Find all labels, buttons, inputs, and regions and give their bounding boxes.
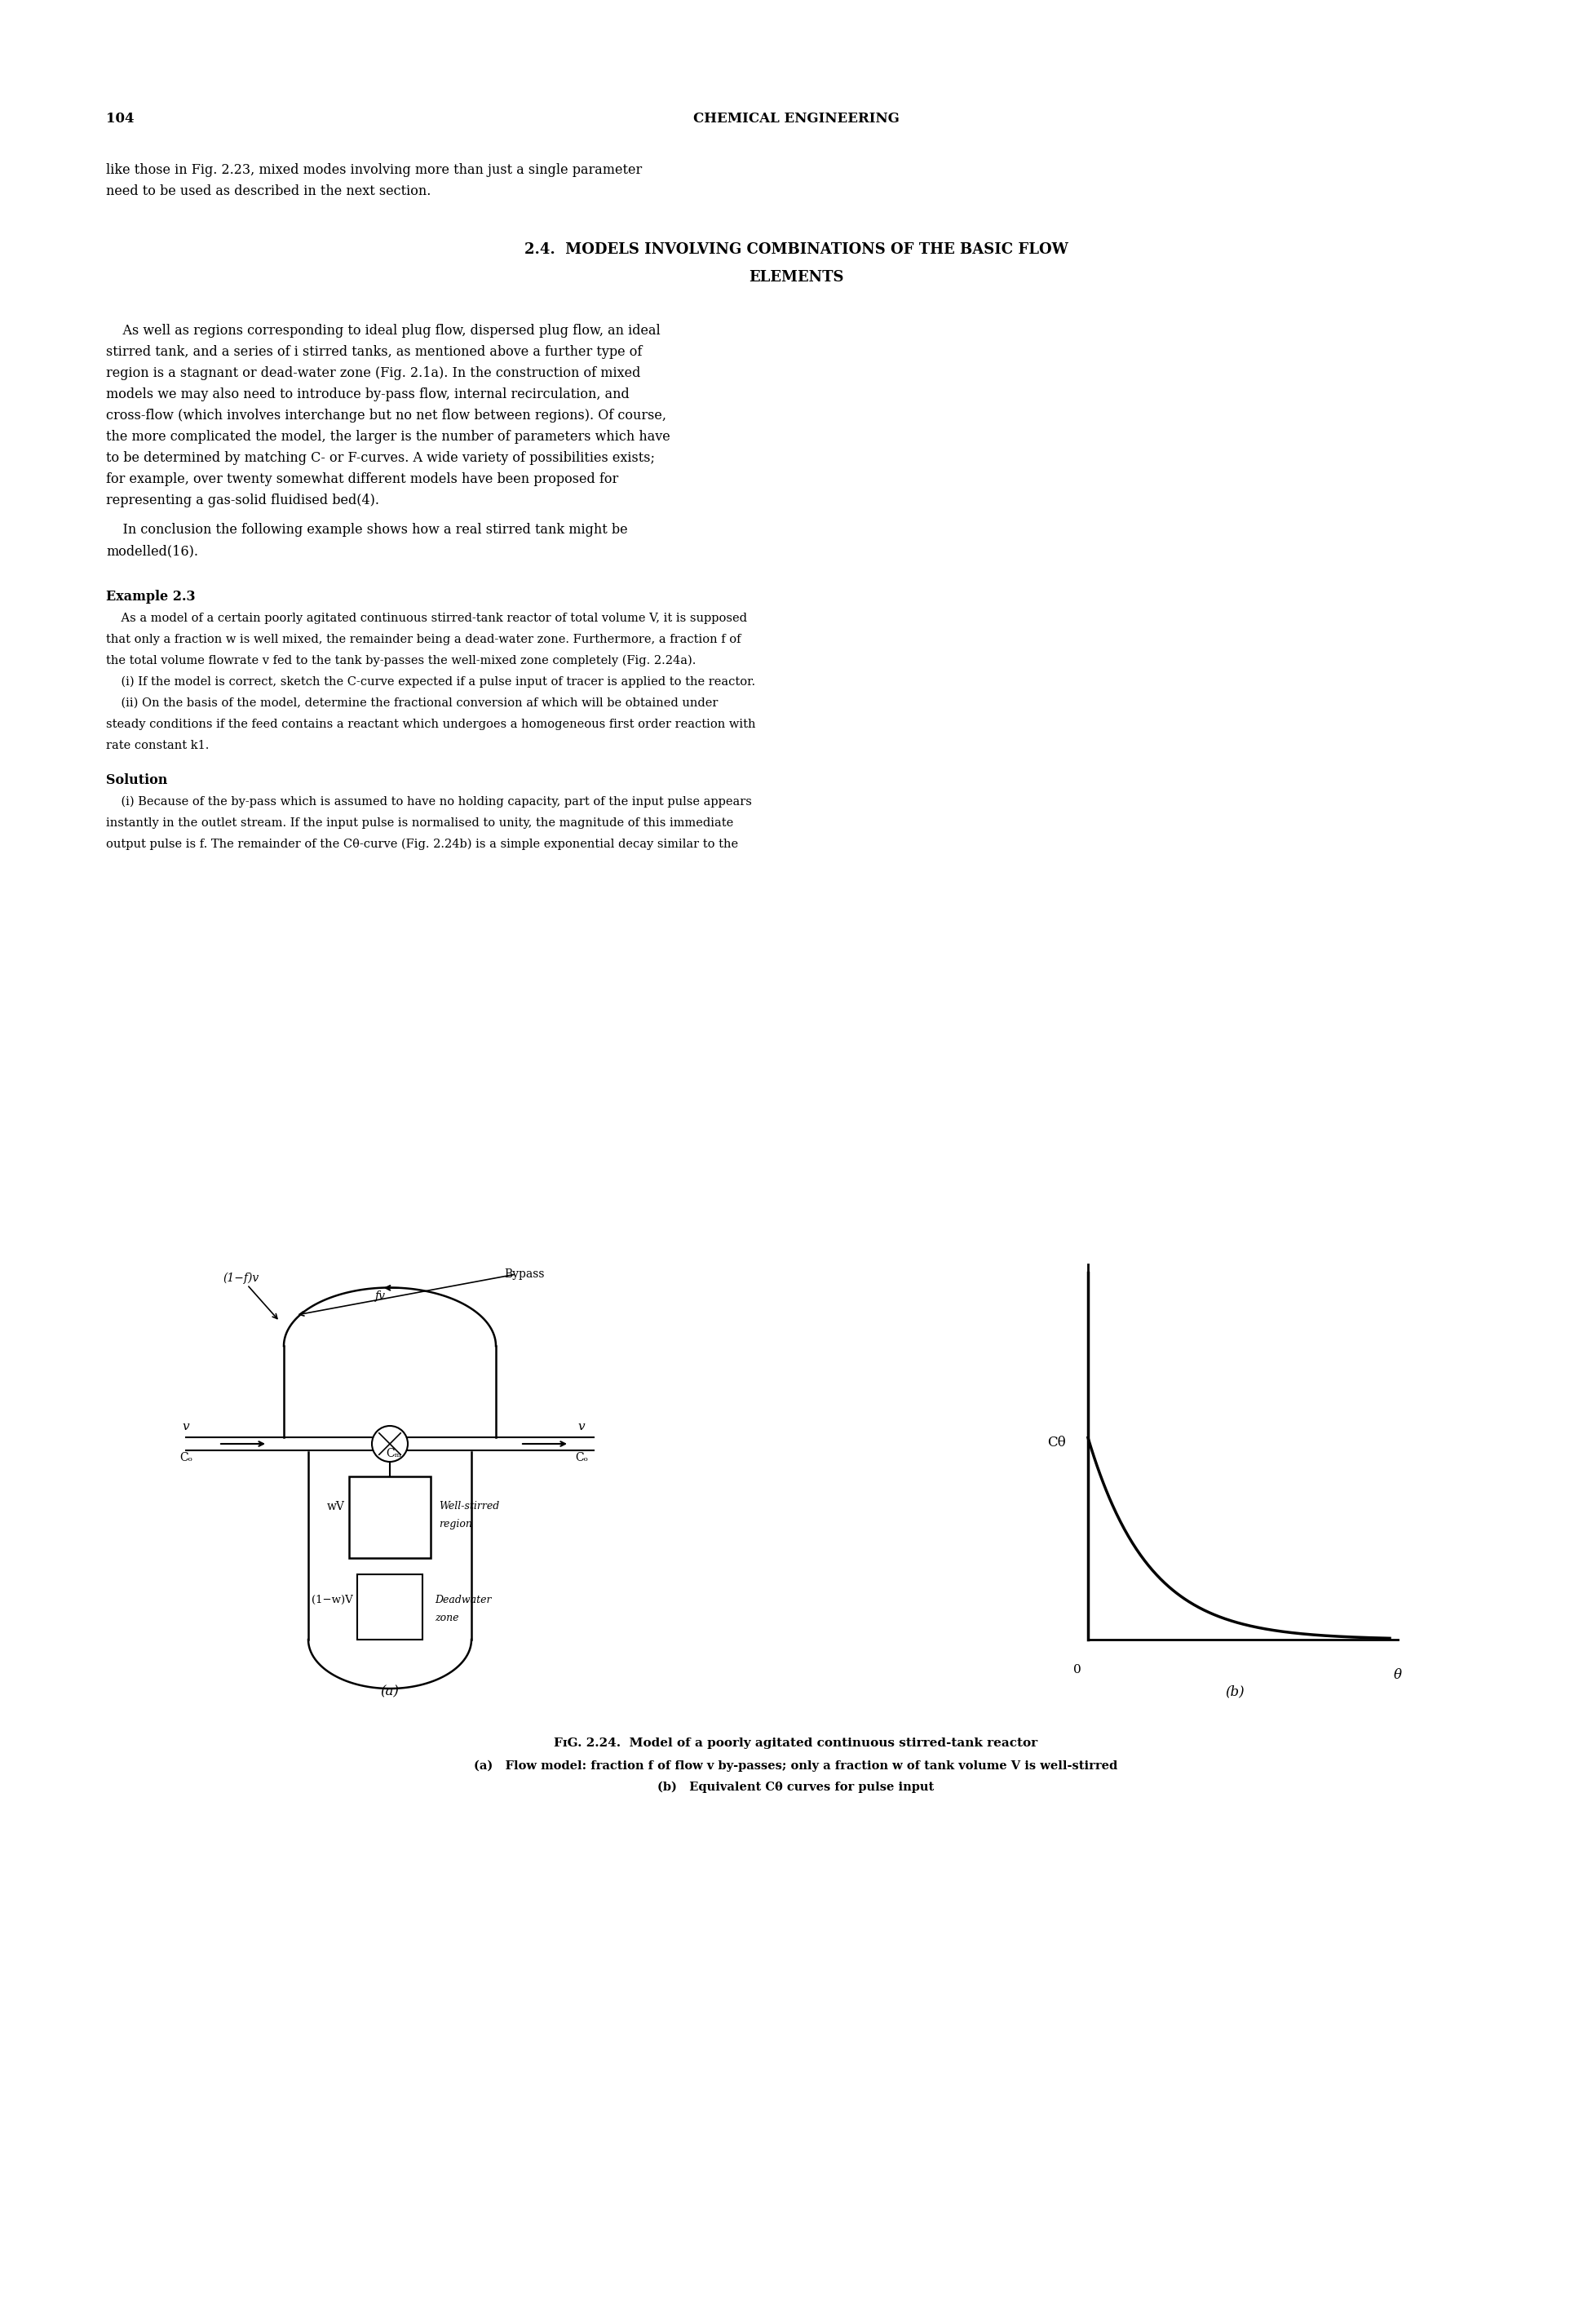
Text: like those in Fig. 2.23, mixed modes involving more than just a single parameter: like those in Fig. 2.23, mixed modes inv… — [107, 163, 642, 177]
Text: stirred tank, and a series of i stirred tanks, as mentioned above a further type: stirred tank, and a series of i stirred … — [107, 344, 642, 358]
Text: Well-stirred: Well-stirred — [439, 1501, 500, 1511]
Text: (i) If the model is correct, sketch the C-curve expected if a pulse input of tra: (i) If the model is correct, sketch the … — [107, 676, 755, 688]
Text: Example 2.3: Example 2.3 — [107, 590, 196, 604]
Text: FɪG. 2.24.  Model of a poorly agitated continuous stirred-tank reactor: FɪG. 2.24. Model of a poorly agitated co… — [554, 1738, 1038, 1750]
Text: Cₘ: Cₘ — [387, 1448, 401, 1459]
Text: rate constant k1.: rate constant k1. — [107, 739, 209, 751]
Text: steady conditions if the feed contains a reactant which undergoes a homogeneous : steady conditions if the feed contains a… — [107, 718, 756, 730]
Circle shape — [373, 1427, 408, 1462]
Text: region is a stagnant or dead-water zone (Fig. 2.1a). In the construction of mixe: region is a stagnant or dead-water zone … — [107, 367, 640, 381]
Text: (1−w)V: (1−w)V — [312, 1594, 353, 1606]
Text: (ii) On the basis of the model, determine the fractional conversion af which wil: (ii) On the basis of the model, determin… — [107, 697, 718, 709]
Text: models we may also need to introduce by-pass flow, internal recirculation, and: models we may also need to introduce by-… — [107, 388, 629, 402]
Text: to be determined by matching C- or F-curves. A wide variety of possibilities exi: to be determined by matching C- or F-cur… — [107, 451, 654, 465]
Text: Cₒ: Cₒ — [180, 1452, 193, 1464]
Text: Deadwater: Deadwater — [435, 1594, 492, 1606]
Text: modelled(16).: modelled(16). — [107, 544, 197, 558]
Text: region: region — [439, 1520, 473, 1529]
Text: CHEMICAL ENGINEERING: CHEMICAL ENGINEERING — [693, 112, 899, 125]
Text: (a)   Flow model: fraction f of flow v by-passes; only a fraction w of tank volu: (a) Flow model: fraction f of flow v by-… — [474, 1759, 1118, 1773]
Text: (1−f)v: (1−f)v — [223, 1274, 259, 1285]
Bar — [349, 1476, 430, 1557]
Text: Bypass: Bypass — [505, 1269, 544, 1281]
Text: (i) Because of the by-pass which is assumed to have no holding capacity, part of: (i) Because of the by-pass which is assu… — [107, 797, 751, 809]
Text: fv: fv — [376, 1290, 385, 1301]
Text: the total volume flowrate v fed to the tank by-passes the well-mixed zone comple: the total volume flowrate v fed to the t… — [107, 655, 696, 667]
Text: (a): (a) — [380, 1685, 400, 1699]
Bar — [357, 1573, 422, 1641]
Text: zone: zone — [435, 1613, 458, 1622]
Text: θ: θ — [1395, 1669, 1403, 1683]
Text: cross-flow (which involves interchange but no net flow between regions). Of cour: cross-flow (which involves interchange b… — [107, 409, 667, 423]
Text: the more complicated the model, the larger is the number of parameters which hav: the more complicated the model, the larg… — [107, 430, 670, 444]
Text: Cθ: Cθ — [1048, 1436, 1065, 1450]
Text: (b)   Equivalent Cθ curves for pulse input: (b) Equivalent Cθ curves for pulse input — [657, 1783, 935, 1794]
Text: (b): (b) — [1226, 1685, 1245, 1699]
Text: As a model of a certain poorly agitated continuous stirred-tank reactor of total: As a model of a certain poorly agitated … — [107, 614, 747, 625]
Text: that only a fraction w is well mixed, the remainder being a dead-water zone. Fur: that only a fraction w is well mixed, th… — [107, 634, 740, 646]
Text: output pulse is f. The remainder of the Cθ-curve (Fig. 2.24b) is a simple expone: output pulse is f. The remainder of the … — [107, 839, 739, 851]
Text: v: v — [578, 1420, 584, 1432]
Text: 2.4.  MODELS INVOLVING COMBINATIONS OF THE BASIC FLOW: 2.4. MODELS INVOLVING COMBINATIONS OF TH… — [524, 242, 1068, 258]
Text: instantly in the outlet stream. If the input pulse is normalised to unity, the m: instantly in the outlet stream. If the i… — [107, 818, 734, 830]
Text: need to be used as described in the next section.: need to be used as described in the next… — [107, 184, 431, 198]
Text: Cₒ: Cₒ — [575, 1452, 587, 1464]
Text: Solution: Solution — [107, 774, 167, 788]
Text: 104: 104 — [107, 112, 134, 125]
Text: wV: wV — [326, 1501, 345, 1513]
Text: for example, over twenty somewhat different models have been proposed for: for example, over twenty somewhat differ… — [107, 472, 618, 486]
Text: In conclusion the following example shows how a real stirred tank might be: In conclusion the following example show… — [107, 523, 627, 537]
Text: v: v — [181, 1420, 189, 1432]
Text: As well as regions corresponding to ideal plug flow, dispersed plug flow, an ide: As well as regions corresponding to idea… — [107, 323, 661, 337]
Text: ELEMENTS: ELEMENTS — [748, 270, 844, 284]
Text: representing a gas-solid fluidised bed(4).: representing a gas-solid fluidised bed(4… — [107, 493, 379, 507]
Text: 0: 0 — [1073, 1664, 1081, 1676]
